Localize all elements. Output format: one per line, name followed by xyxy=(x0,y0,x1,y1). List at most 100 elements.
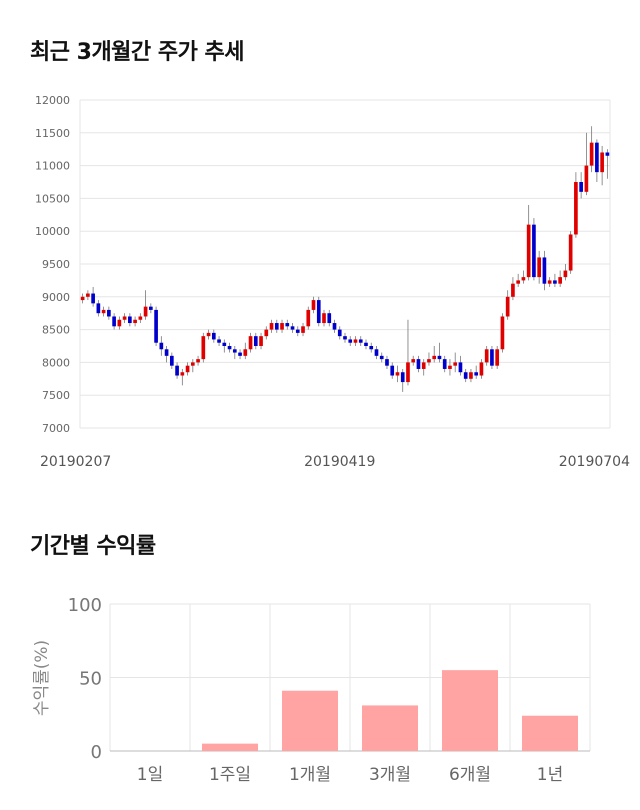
candle-body xyxy=(505,296,510,317)
candle-body xyxy=(495,349,500,366)
candle-body xyxy=(238,352,242,356)
candle-body xyxy=(143,306,148,317)
bar xyxy=(442,670,498,751)
candle-body xyxy=(175,365,179,376)
candle-body xyxy=(269,323,274,330)
x-tick-label: 3개월 xyxy=(369,765,411,785)
candle-grid xyxy=(79,99,611,429)
bars xyxy=(202,670,578,751)
x-tick-label: 20190704 xyxy=(559,454,630,470)
y-tick-label: 0 xyxy=(91,742,102,763)
bar-x-axis: 1일 1주일 1개월 3개월 6개월 1년 xyxy=(137,765,563,785)
candle-body xyxy=(463,372,468,379)
x-tick-label: 1일 xyxy=(137,765,163,785)
candle-body xyxy=(574,182,578,235)
candle-body xyxy=(117,319,122,327)
candle-body xyxy=(374,349,379,356)
candle-body xyxy=(112,316,116,327)
candle-body xyxy=(348,339,353,343)
candle-body xyxy=(159,342,164,350)
candle-body xyxy=(264,329,269,337)
candle-body xyxy=(400,372,405,383)
candles xyxy=(80,126,610,392)
candle-body xyxy=(605,152,610,156)
candle-body xyxy=(416,359,421,369)
candle-body xyxy=(128,316,132,324)
candle-body xyxy=(532,224,536,278)
candle-body xyxy=(516,280,521,284)
bar-y-axis: 0 50 100 xyxy=(68,595,102,763)
candle-body xyxy=(474,372,479,376)
bar-y-label: 수익률(%) xyxy=(32,640,52,716)
y-tick-label: 10500 xyxy=(35,192,70,205)
candle-body xyxy=(306,309,311,327)
candle-body xyxy=(133,319,137,324)
candle-body xyxy=(411,359,416,363)
candle-body xyxy=(107,309,111,317)
candle-body xyxy=(453,362,458,366)
candle-body xyxy=(259,336,263,346)
candle-body xyxy=(290,326,295,330)
candle-body xyxy=(222,342,227,346)
x-tick-label: 1개월 xyxy=(289,765,331,785)
y-tick-label: 8000 xyxy=(42,356,70,369)
candle-body xyxy=(311,300,316,310)
candle-body xyxy=(521,277,526,281)
candle-body xyxy=(154,309,158,343)
candle-body xyxy=(122,316,127,320)
candle-body xyxy=(232,349,237,353)
candle-body xyxy=(385,359,389,366)
y-tick-label: 7500 xyxy=(42,389,70,402)
candle-body xyxy=(217,339,221,343)
candle-body xyxy=(584,165,589,192)
bar xyxy=(202,743,258,751)
candle-body xyxy=(432,355,437,360)
candle-body xyxy=(595,142,599,173)
candle-body xyxy=(364,342,368,346)
candle-body xyxy=(196,359,200,363)
candle-body xyxy=(327,313,332,324)
candle-body xyxy=(358,339,363,343)
candle-body xyxy=(101,309,106,314)
candle-body xyxy=(91,293,95,304)
candle-body xyxy=(379,355,384,360)
x-tick-label: 1년 xyxy=(537,765,563,785)
candle-body xyxy=(185,365,190,373)
y-tick-label: 9500 xyxy=(42,258,70,271)
bar-grid xyxy=(109,603,591,752)
candle-body xyxy=(211,332,216,340)
candle-body xyxy=(96,303,101,314)
x-tick-label: 20190419 xyxy=(304,454,375,470)
candle-body xyxy=(406,362,410,383)
y-tick-label: 8500 xyxy=(42,324,70,337)
candle-body xyxy=(337,329,342,337)
candle-body xyxy=(427,359,431,363)
candle-body xyxy=(537,257,541,278)
candle-body xyxy=(558,277,562,284)
candle-body xyxy=(484,349,489,363)
candle-body xyxy=(589,142,594,166)
y-tick-label: 7000 xyxy=(42,422,70,435)
candle-body xyxy=(442,359,447,369)
candle-body xyxy=(390,365,395,376)
candle-body xyxy=(511,283,515,297)
x-tick-label: 1주일 xyxy=(209,765,251,785)
candle-body xyxy=(80,296,85,301)
candle-body xyxy=(500,316,505,350)
candle-body xyxy=(206,332,211,337)
candle-body xyxy=(490,349,494,366)
candle-body xyxy=(280,323,284,330)
candle-body xyxy=(600,152,604,173)
y-tick-label: 10000 xyxy=(35,225,70,238)
candle-body xyxy=(316,300,321,324)
candle-body xyxy=(526,224,531,278)
candle-body xyxy=(343,336,347,340)
candle-body xyxy=(227,346,232,350)
candlestick-chart: 7000 7500 8000 8500 9000 9500 10000 10500 11000 1… xyxy=(35,94,630,470)
candle-body xyxy=(274,323,279,330)
candle-x-axis: 20190207 20190419 20190704 xyxy=(40,454,630,470)
candle-body xyxy=(437,355,442,360)
candle-body xyxy=(579,182,583,192)
x-tick-label: 6개월 xyxy=(449,765,491,785)
candle-body xyxy=(243,349,248,356)
